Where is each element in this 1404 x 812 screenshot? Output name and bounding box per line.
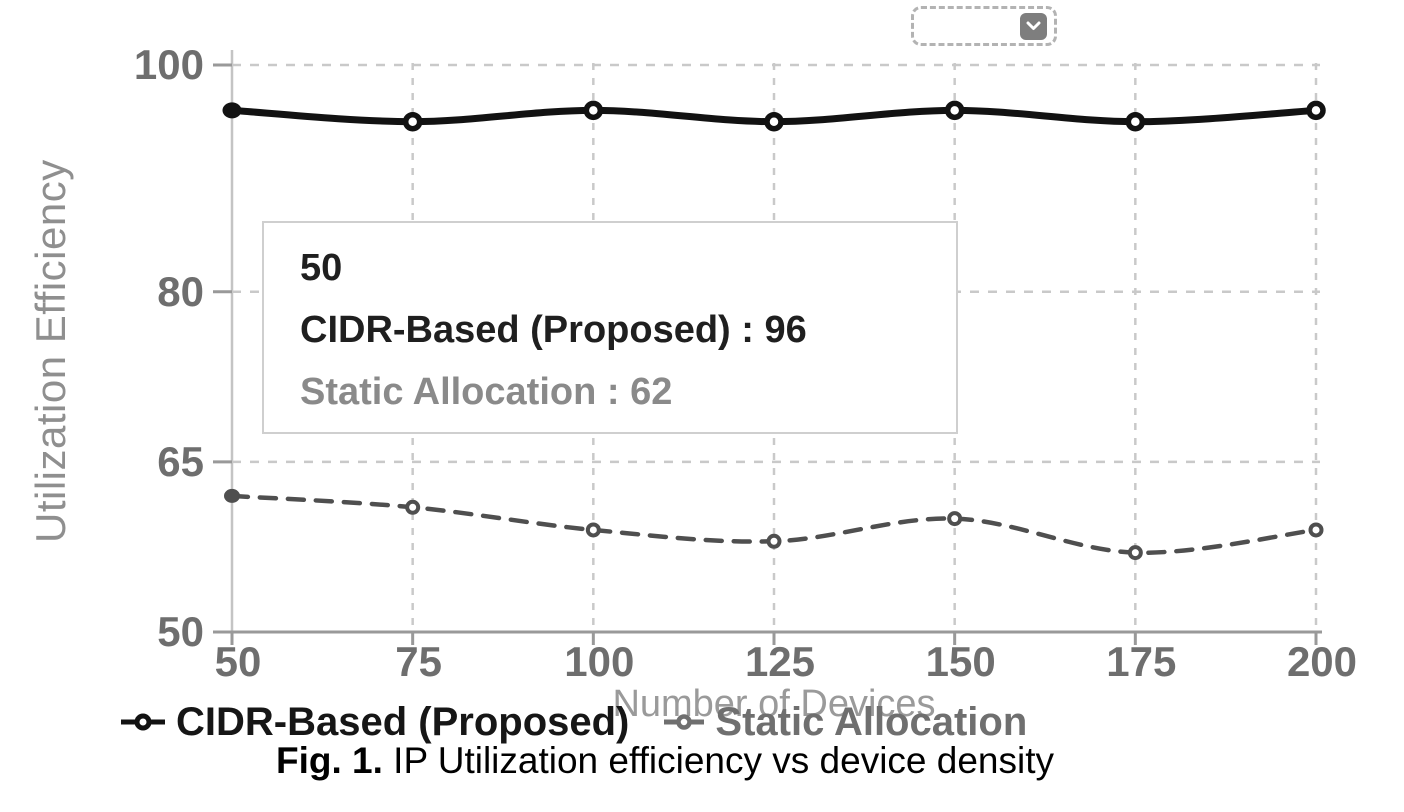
series-marker-cidr xyxy=(944,100,965,121)
series-marker-static xyxy=(1308,522,1324,538)
series-marker-static xyxy=(766,533,782,549)
x-tick-label: 125 xyxy=(745,638,815,685)
legend-marker-static-icon xyxy=(664,714,705,730)
figure-caption-text: IP Utilization efficiency vs device dens… xyxy=(393,740,1055,781)
series-marker-first-static xyxy=(224,488,240,503)
x-tick-label: 50 xyxy=(215,638,262,685)
y-tick-label: 65 xyxy=(157,438,204,485)
collapsed-dropdown xyxy=(911,6,1057,46)
x-tick-label: 200 xyxy=(1287,638,1357,685)
x-tick-label: 175 xyxy=(1106,638,1176,685)
x-tick-label: 75 xyxy=(395,638,442,685)
series-marker-cidr xyxy=(1125,111,1146,132)
x-tick-label: 150 xyxy=(926,638,996,685)
series-marker-cidr xyxy=(1306,100,1326,121)
legend-item-cidr: CIDR-Based (Proposed) xyxy=(120,700,629,745)
x-axis-title: Number of Devices xyxy=(612,683,936,725)
series-marker-static xyxy=(1127,545,1143,561)
series-marker-cidr xyxy=(583,100,604,121)
tooltip-entry-static: Static Allocation : 62 xyxy=(300,371,673,413)
chevron-down-icon xyxy=(1026,21,1041,30)
y-tick-label: 80 xyxy=(157,268,204,315)
series-marker-cidr xyxy=(402,111,423,132)
series-marker-first-cidr xyxy=(222,102,242,119)
chart-legend: CIDR-Based (Proposed) Static Allocation xyxy=(120,700,1300,744)
figure-caption: Fig. 1. IP Utilization efficiency vs dev… xyxy=(0,740,1330,782)
figure-caption-label: Fig. 1. xyxy=(275,740,383,781)
legend-label-static: Static Allocation xyxy=(715,699,1028,744)
series-marker-static xyxy=(405,499,421,515)
chevron-down-button[interactable] xyxy=(1020,12,1047,40)
legend-label-cidr: CIDR-Based (Proposed) xyxy=(176,699,630,744)
y-axis-title: Utilization Efficiency xyxy=(27,159,74,543)
x-tick-label: 100 xyxy=(564,638,634,685)
legend-item-static: Static Allocation xyxy=(663,700,1027,745)
series-marker-static xyxy=(947,511,963,527)
tooltip-x-value: 50 xyxy=(300,247,343,289)
y-tick-label: 100 xyxy=(134,41,204,88)
series-marker-cidr xyxy=(764,111,784,132)
legend-marker-cidr-icon xyxy=(121,713,165,731)
y-tick-label: 50 xyxy=(157,608,204,655)
tooltip-entry-cidr: CIDR-Based (Proposed) : 96 xyxy=(300,309,807,351)
series-marker-static xyxy=(585,522,601,538)
chart-tooltip: 50 CIDR-Based (Proposed) : 96 Static All… xyxy=(262,221,958,434)
